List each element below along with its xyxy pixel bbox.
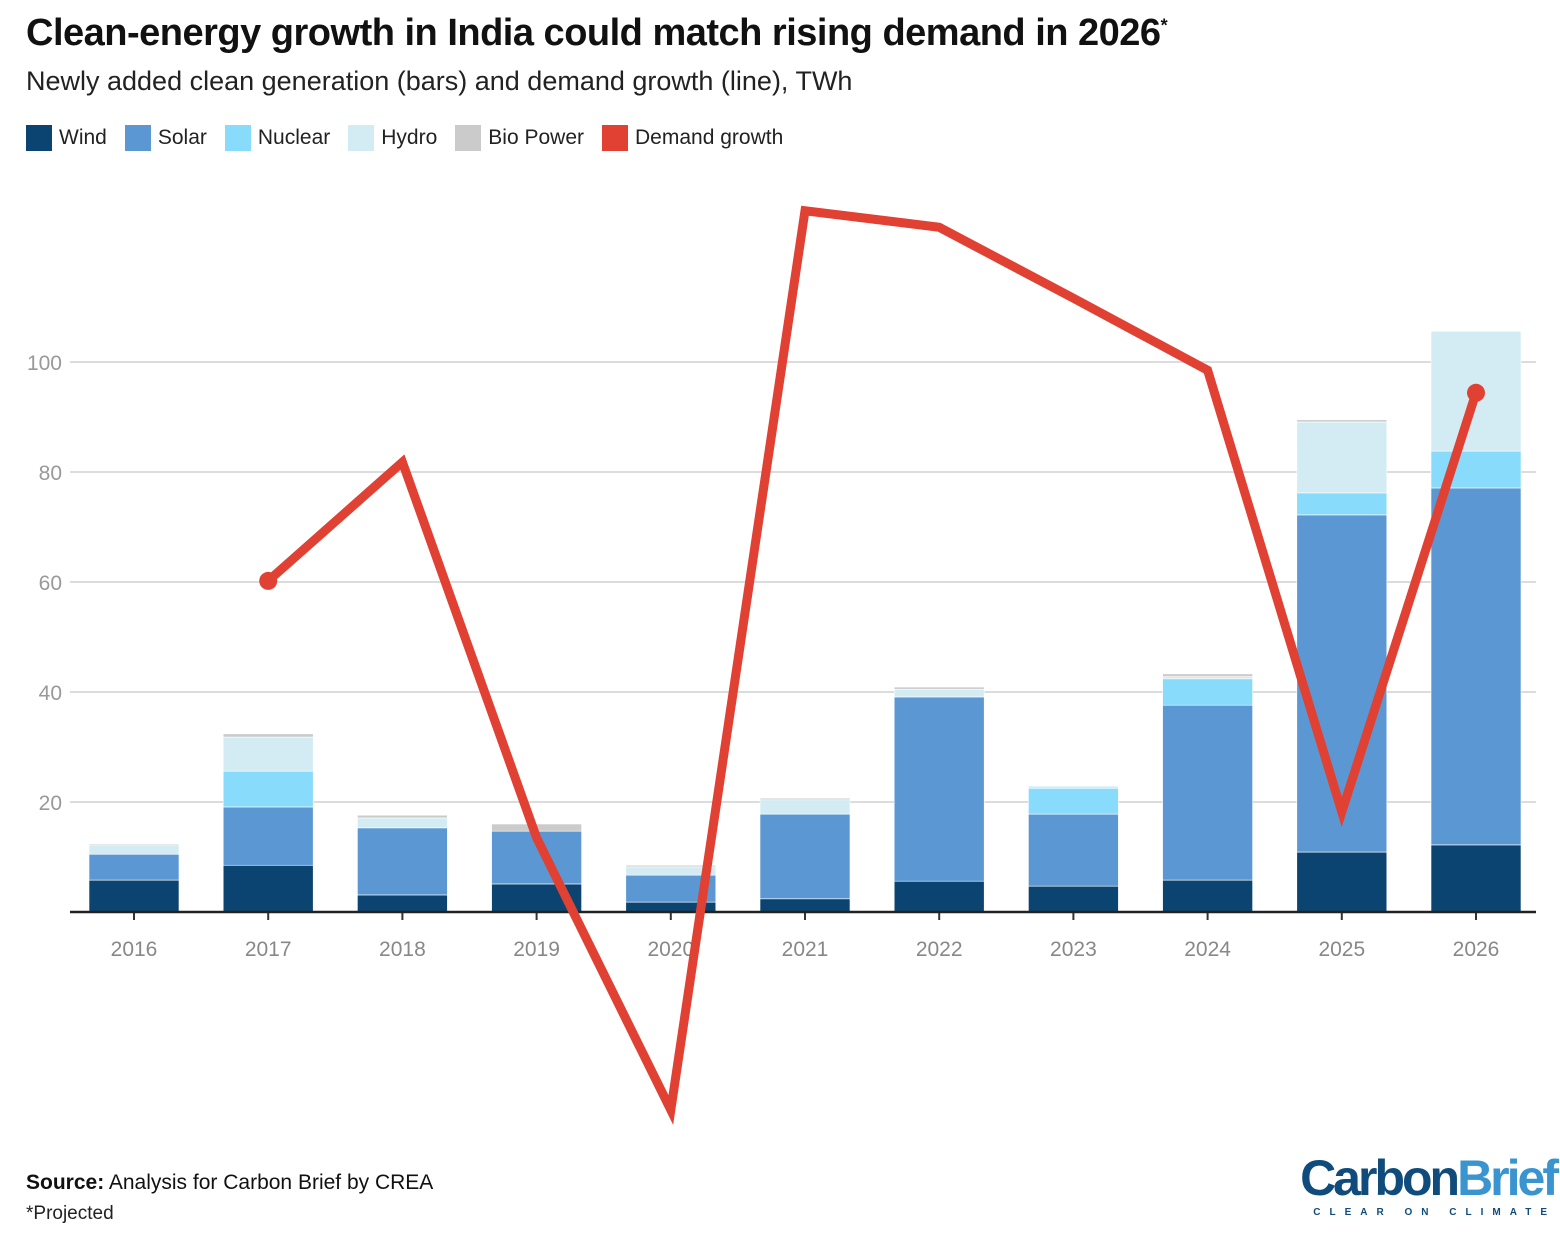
logo-tagline: CLEAR ON CLIMATE [1313, 1207, 1556, 1218]
bar-wind [1430, 844, 1522, 913]
x-tick-label: 2024 [1184, 938, 1231, 961]
x-tick-label: 2020 [647, 938, 694, 961]
logo-part2: Brief [1457, 1150, 1559, 1206]
source-label: Source: [26, 1171, 105, 1194]
legend: Wind Solar Nuclear Hydro Bio Power Demand gro… [26, 124, 783, 152]
legend-item: Nuclear [224, 124, 331, 152]
bar-wind [893, 880, 985, 913]
y-tick-label: 40 [39, 682, 62, 705]
bar-wind [88, 879, 180, 913]
bar-bio-power [1162, 673, 1253, 677]
legend-item: Hydro [348, 124, 437, 152]
x-tick-label: 2017 [245, 938, 292, 961]
demand-end-marker [1467, 383, 1485, 402]
demand-point [398, 458, 407, 467]
x-tick-label: 2021 [782, 938, 829, 961]
bar-hydro [759, 799, 851, 815]
bar-bio-power [625, 864, 717, 868]
carbon-brief-logo: CarbonBrief CLEAR ON CLIMATE [1300, 1150, 1559, 1220]
bar-hydro [1028, 785, 1119, 789]
title-footnote-mark: * [1160, 15, 1168, 36]
x-tick-label: 2022 [916, 938, 963, 961]
legend-swatch [124, 125, 151, 151]
bar-bio-power [1296, 419, 1388, 423]
bar-solar [759, 813, 851, 900]
x-tick-label: 2018 [379, 938, 426, 961]
bar-bio-power [759, 797, 851, 801]
legend-swatch [602, 125, 629, 151]
y-tick-label: 60 [39, 572, 62, 595]
bar-solar [1430, 487, 1522, 846]
bar-bio-power [88, 843, 180, 846]
legend-item: Bio Power [455, 124, 584, 152]
bar-solar [1028, 813, 1119, 887]
bar-wind [1162, 879, 1253, 913]
bar-solar [88, 853, 180, 881]
legend-item: Solar [124, 124, 207, 152]
demand-growth-line [265, 205, 1481, 1125]
legend-swatch [224, 125, 251, 151]
bar-wind [222, 864, 314, 913]
legend-item: Wind [26, 124, 107, 152]
legend-label: Wind [59, 126, 107, 149]
demand-point [1203, 366, 1212, 375]
y-tick-label: 100 [27, 352, 62, 375]
legend-label: Nuclear [257, 126, 331, 149]
legend-label: Demand growth [635, 126, 784, 149]
title-text: Clean-energy growth in India could match… [26, 12, 1161, 54]
x-tick-label: 2019 [513, 938, 560, 961]
footnote: *Projected [26, 1203, 114, 1224]
bar-solar [357, 827, 448, 896]
x-tick-label: 2025 [1318, 938, 1365, 961]
bar-wind [357, 894, 448, 913]
demand-start-marker [259, 571, 278, 590]
bar-bio-power [357, 814, 448, 819]
legend-label: Hydro [381, 126, 438, 149]
bar-nuclear [1028, 787, 1119, 815]
bar-wind [1296, 851, 1388, 913]
y-tick-label: 80 [39, 462, 62, 485]
bar-hydro [222, 736, 314, 772]
bar-nuclear [1162, 678, 1253, 706]
logo-part1: Carbon [1300, 1150, 1460, 1206]
demand-point [935, 223, 944, 232]
chart-subtitle: Newly added clean generation (bars) and … [26, 66, 853, 96]
bar-hydro [88, 844, 180, 855]
x-tick-label: 2016 [111, 938, 158, 961]
bar-hydro [357, 817, 448, 829]
legend-item: Demand growth [602, 124, 783, 152]
bar-hydro [893, 688, 985, 698]
legend-label: Solar [157, 126, 207, 149]
bar-bio-power [222, 733, 314, 738]
chart-title: Clean-energy growth in India could match… [26, 10, 1168, 56]
legend-swatch [455, 125, 482, 151]
bar-solar [222, 806, 314, 866]
bar-solar [1162, 704, 1253, 881]
demand-point [1337, 807, 1346, 816]
x-tick-label: 2023 [1050, 938, 1097, 961]
x-tick-label: 2026 [1453, 938, 1500, 961]
bar-hydro [1162, 676, 1253, 680]
bar-bio-power [893, 686, 985, 690]
bar-wind [1028, 885, 1119, 913]
legend-swatch [348, 125, 375, 151]
y-tick-label: 20 [39, 792, 62, 815]
source: Source: Analysis for Carbon Brief by CRE… [26, 1170, 433, 1196]
demand-point [666, 1106, 675, 1115]
demand-point [801, 206, 810, 215]
demand-point [532, 833, 541, 842]
demand-point [1069, 294, 1078, 303]
source-text: Analysis for Carbon Brief by CREA [104, 1171, 434, 1194]
bar-nuclear [222, 770, 314, 808]
legend-swatch [26, 125, 52, 151]
bar-solar [893, 696, 985, 882]
bar-wind [759, 898, 851, 913]
legend-label: Bio Power [488, 126, 585, 149]
bar-hydro [1296, 421, 1388, 494]
bar-nuclear [1296, 492, 1388, 516]
